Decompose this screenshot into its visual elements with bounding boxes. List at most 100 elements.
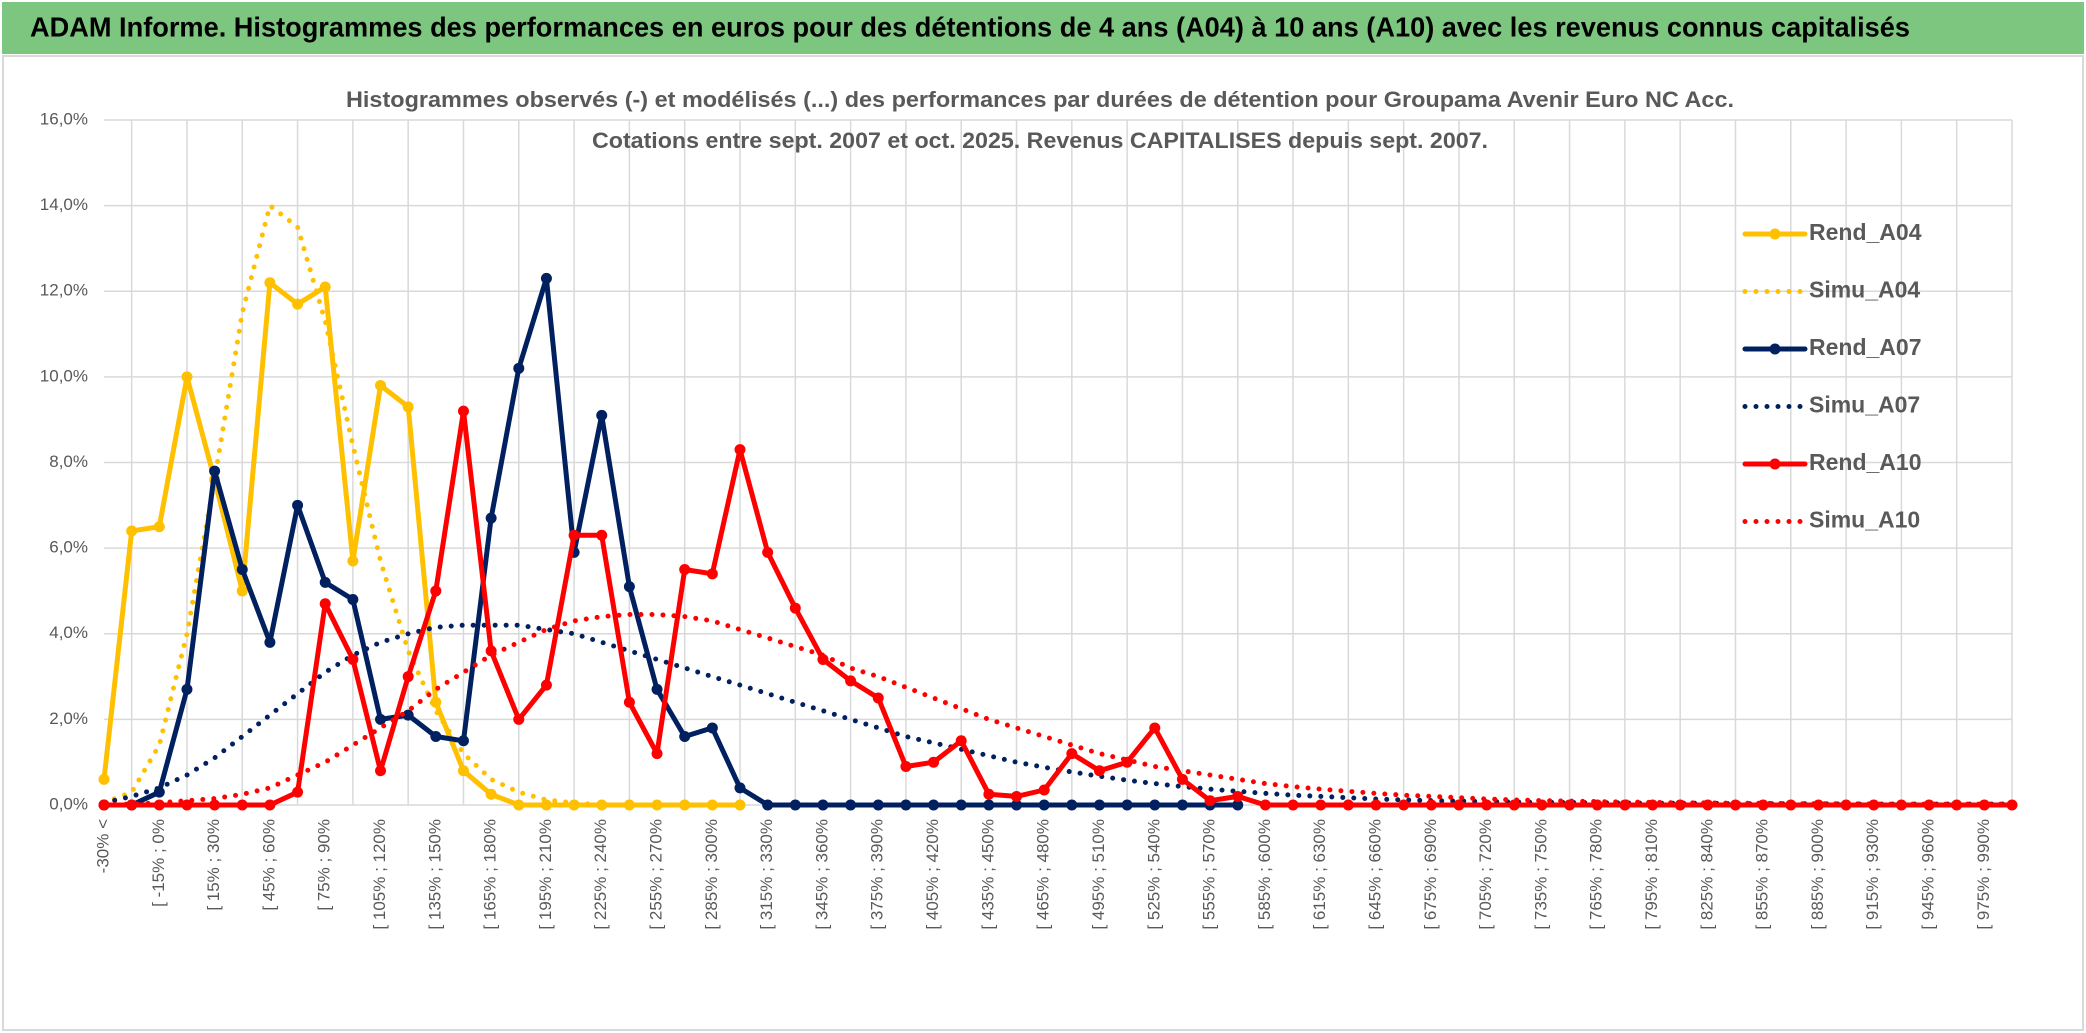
point-marker	[623, 696, 635, 708]
y-tick-label: 4,0%	[49, 623, 88, 642]
x-tick-label: [ 285% ; 300%	[702, 819, 721, 930]
point-marker	[1481, 799, 1493, 811]
point-marker	[817, 653, 829, 665]
point-marker	[457, 405, 469, 417]
point-marker	[540, 679, 552, 691]
legend-label: Rend_A07	[1809, 334, 1921, 360]
legend-marker	[1769, 343, 1781, 355]
point-marker	[236, 585, 248, 597]
point-marker	[181, 799, 193, 811]
point-marker	[236, 799, 248, 811]
header-bar	[2, 2, 2084, 54]
point-marker	[983, 788, 995, 800]
point-marker	[1287, 799, 1299, 811]
x-tick-label: [ 45% ; 60%	[259, 819, 278, 911]
point-marker	[596, 529, 608, 541]
point-marker	[485, 788, 497, 800]
point-marker	[209, 799, 221, 811]
point-marker	[651, 683, 663, 695]
chart-title: Histogrammes observés (-) et modélisés (…	[346, 87, 1734, 112]
point-marker	[1315, 799, 1327, 811]
x-tick-label: [ -15% ; 0%	[149, 819, 168, 907]
x-tick-label: [ 525% ; 540%	[1144, 819, 1163, 930]
point-marker	[596, 799, 608, 811]
x-tick-label: [ 645% ; 660%	[1365, 819, 1384, 930]
point-marker	[292, 499, 304, 511]
point-marker	[402, 671, 414, 683]
point-marker	[789, 799, 801, 811]
point-marker	[457, 735, 469, 747]
point-marker	[900, 760, 912, 772]
x-tick-label: [ 915% ; 930%	[1863, 819, 1882, 930]
legend-label: Simu_A07	[1809, 392, 1920, 418]
series-line	[101, 612, 2015, 808]
y-tick-label: 6,0%	[49, 538, 88, 557]
x-tick-label: [ 75% ; 90%	[315, 819, 334, 911]
x-tick-label: [ 135% ; 150%	[425, 819, 444, 930]
point-marker	[319, 281, 331, 293]
legend-marker	[1769, 228, 1781, 240]
point-marker	[734, 782, 746, 794]
x-tick-label: [ 555% ; 570%	[1200, 819, 1219, 930]
point-marker	[1066, 799, 1078, 811]
x-tick-label: [ 465% ; 480%	[1034, 819, 1053, 930]
point-marker	[264, 799, 276, 811]
point-marker	[540, 272, 552, 284]
point-marker	[292, 786, 304, 798]
legend-label: Simu_A10	[1809, 507, 1920, 533]
point-marker	[209, 465, 221, 477]
point-marker	[1868, 799, 1880, 811]
point-marker	[1923, 799, 1935, 811]
point-marker	[375, 713, 387, 725]
point-marker	[1176, 773, 1188, 785]
point-marker	[1149, 722, 1161, 734]
point-marker	[1425, 799, 1437, 811]
x-tick-label: [ 15% ; 30%	[204, 819, 223, 911]
point-marker	[1232, 790, 1244, 802]
point-marker	[1038, 799, 1050, 811]
point-marker	[1453, 799, 1465, 811]
x-tick-label: [ 615% ; 630%	[1310, 819, 1329, 930]
x-tick-label: [ 765% ; 780%	[1587, 819, 1606, 930]
point-marker	[1149, 799, 1161, 811]
point-marker	[734, 444, 746, 456]
legend-label: Rend_A10	[1809, 449, 1921, 475]
point-marker	[623, 581, 635, 593]
point-marker	[264, 636, 276, 648]
legend-label: Simu_A04	[1809, 277, 1920, 303]
point-marker	[1232, 799, 1244, 811]
header-title: ADAM Informe. Histogrammes des performan…	[30, 11, 1910, 42]
point-marker	[1978, 799, 1990, 811]
point-marker	[1812, 799, 1824, 811]
point-marker	[872, 799, 884, 811]
point-marker	[762, 546, 774, 558]
x-tick-label: [ 255% ; 270%	[647, 819, 666, 930]
point-marker	[347, 555, 359, 567]
point-marker	[236, 564, 248, 576]
y-tick-label: 8,0%	[49, 452, 88, 471]
chart-subtitle: Cotations entre sept. 2007 et oct. 2025.…	[592, 128, 1488, 153]
y-tick-label: 0,0%	[49, 794, 88, 813]
point-marker	[126, 799, 138, 811]
x-tick-label: [ 195% ; 210%	[536, 819, 555, 930]
point-marker	[845, 675, 857, 687]
x-tick-label: [ 165% ; 180%	[481, 819, 500, 930]
point-marker	[1398, 799, 1410, 811]
point-marker	[1011, 790, 1023, 802]
chart-border	[2, 55, 2084, 1031]
point-marker	[1342, 799, 1354, 811]
point-marker	[1093, 765, 1105, 777]
point-marker	[706, 568, 718, 580]
x-tick-label: [ 705% ; 720%	[1476, 819, 1495, 930]
point-marker	[679, 731, 691, 742]
point-marker	[1259, 799, 1271, 811]
x-tick-label: [ 885% ; 900%	[1808, 819, 1827, 930]
point-marker	[126, 525, 138, 537]
x-tick-label: [ 585% ; 600%	[1255, 819, 1274, 930]
x-tick-label: [ 225% ; 240%	[591, 819, 610, 930]
point-marker	[375, 379, 387, 391]
x-tick-label: [ 855% ; 870%	[1753, 819, 1772, 930]
point-marker	[375, 765, 387, 777]
y-tick-label: 2,0%	[49, 709, 88, 728]
